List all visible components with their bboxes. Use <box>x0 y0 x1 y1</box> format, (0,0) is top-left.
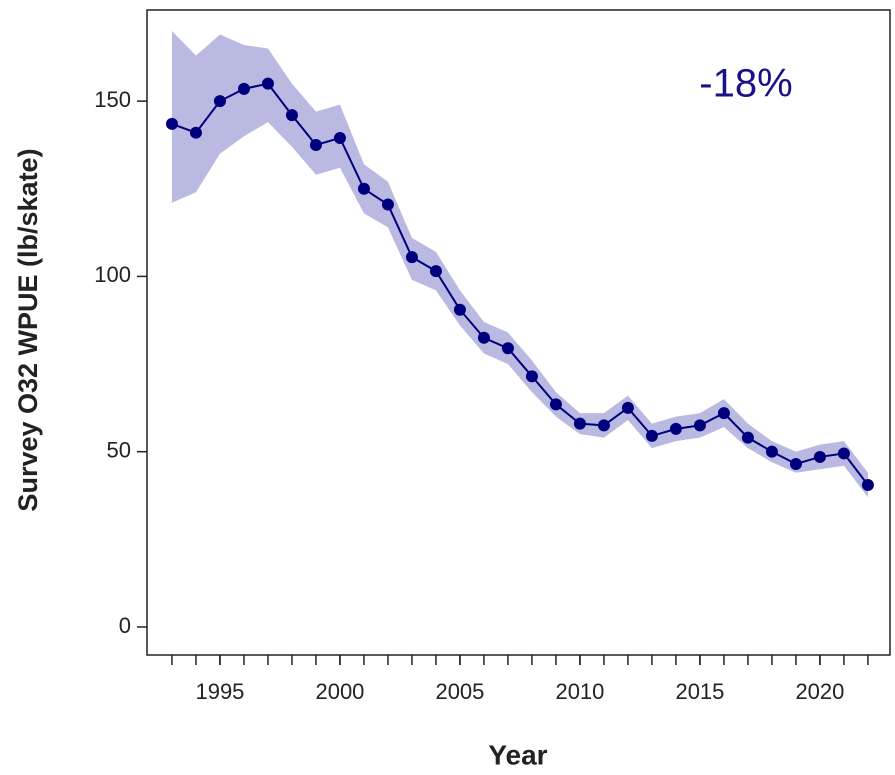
data-point <box>861 478 874 491</box>
data-point <box>789 457 802 470</box>
data-point <box>189 126 202 139</box>
x-tick-label: 2015 <box>675 679 724 704</box>
series-line <box>171 82 869 486</box>
data-point <box>741 431 754 444</box>
data-point <box>597 419 610 432</box>
y-axis-title: Survey O32 WPUE (lb/skate) <box>13 148 43 511</box>
data-point <box>261 77 274 90</box>
y-tick-label: 100 <box>94 262 131 287</box>
data-point <box>309 138 322 151</box>
data-point <box>549 398 562 411</box>
data-point <box>573 417 586 430</box>
x-axis-title: Year <box>488 739 547 770</box>
data-point <box>213 95 226 108</box>
y-tick-label: 150 <box>94 87 131 112</box>
data-point <box>477 331 490 344</box>
x-tick-label: 2020 <box>795 679 844 704</box>
data-point <box>645 429 658 442</box>
data-point <box>453 303 466 316</box>
data-point <box>333 131 346 144</box>
data-point <box>501 342 514 355</box>
data-point <box>429 265 442 278</box>
data-point <box>621 401 634 414</box>
data-point <box>237 82 250 95</box>
x-tick-label: 2010 <box>555 679 604 704</box>
data-point <box>693 419 706 432</box>
data-point <box>813 450 826 463</box>
y-tick-label: 0 <box>119 613 131 638</box>
data-point <box>405 251 418 264</box>
data-point <box>669 422 682 435</box>
data-point <box>381 198 394 211</box>
data-point <box>165 117 178 130</box>
annotation: -18% <box>699 62 792 106</box>
y-tick-label: 50 <box>107 437 131 462</box>
plot-frame <box>146 9 891 656</box>
x-tick-label: 1995 <box>195 679 244 704</box>
data-point <box>525 370 538 383</box>
data-point <box>837 447 850 460</box>
data-point <box>357 182 370 195</box>
data-point <box>285 109 298 122</box>
x-tick-label: 2000 <box>315 679 364 704</box>
data-point <box>717 407 730 420</box>
x-tick-label: 2005 <box>435 679 484 704</box>
confidence-band <box>171 31 868 498</box>
data-point <box>765 445 778 458</box>
